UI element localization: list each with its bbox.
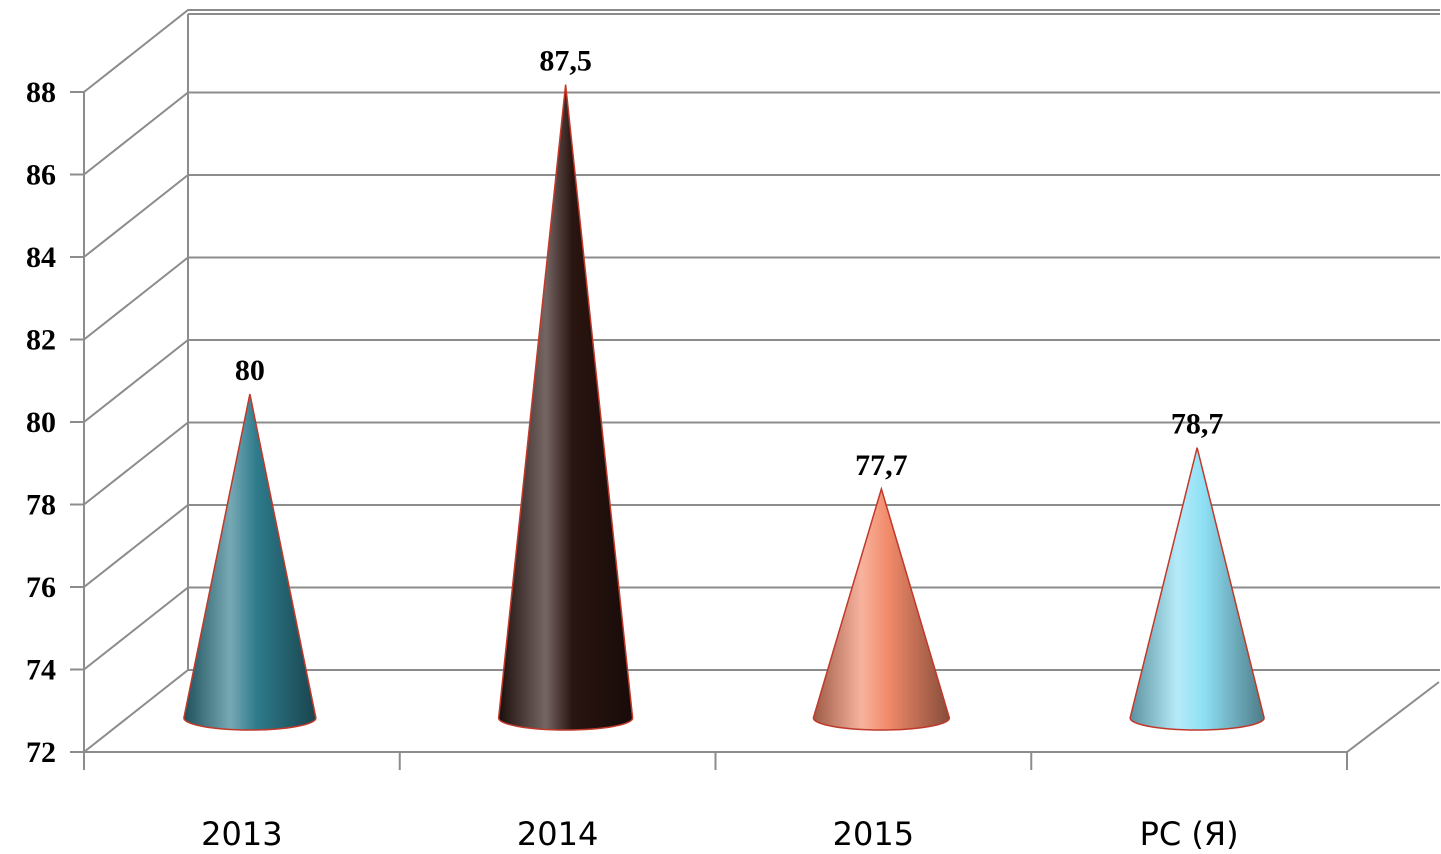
y-tick-label: 88 [26,76,56,109]
grid-layer [83,9,1440,753]
cone-body [497,84,634,731]
cone-body [1129,447,1265,731]
label-layer: 80 87,5 77,7 78,7 [235,45,1224,482]
y-tick-label: 76 [26,571,56,604]
cone-bar [812,486,951,731]
data-label: 80 [235,354,265,387]
data-label: 77,7 [855,449,908,482]
cone-bar [183,393,317,731]
x-tick-label: 2015 [833,815,914,853]
y-tick-label: 82 [26,324,56,357]
cone-body [183,393,317,731]
y-tick-label: 74 [26,654,56,687]
gridline [83,91,1440,176]
gridline [83,9,1440,93]
x-tick-label: 2013 [201,815,282,853]
cone-bar [497,84,634,731]
gridline [83,256,1440,341]
gridline [83,174,1440,258]
y-tick-label: 84 [26,241,56,274]
y-tick-label: 80 [26,406,56,439]
axis-layer: 72 74 76 78 80 82 84 86 88 2013 2014 2015 РС (Я) [26,76,1440,853]
y-tick-label: 72 [26,736,56,769]
data-label: 78,7 [1171,408,1224,441]
x-tick-label: РС (Я) [1140,815,1239,853]
cone-layer [183,84,1265,731]
y-tick-label: 78 [26,489,56,522]
cone-bar [1129,447,1265,731]
gridline [83,339,1440,423]
data-label: 87,5 [539,45,592,78]
y-tick-label: 86 [26,159,56,192]
gridline [83,421,1440,506]
x-tick-label: 2014 [517,815,598,853]
cone-body [812,486,951,731]
